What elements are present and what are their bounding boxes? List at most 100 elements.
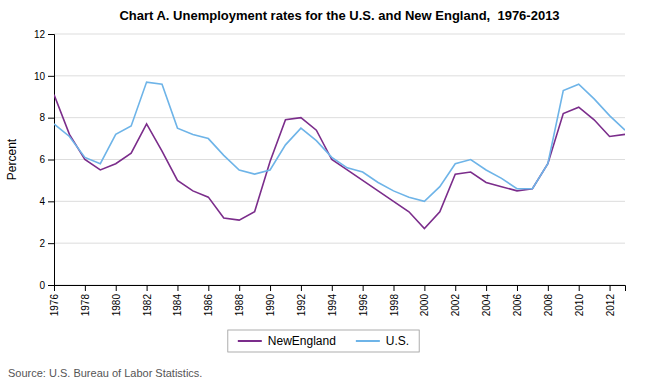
tick: 0: [39, 280, 54, 291]
source-note: Source: U.S. Bureau of Labor Statistics.: [8, 367, 202, 379]
tick-label: 4: [39, 196, 45, 207]
tick-mark: [239, 285, 240, 291]
tick-mark: [48, 34, 54, 35]
tick-mark: [48, 243, 54, 244]
tick-label: 2002: [450, 294, 461, 317]
tick-label: 2008: [543, 294, 554, 317]
grid-line: [54, 34, 625, 35]
tick-label: 1982: [142, 294, 153, 317]
legend-item: NewEngland: [238, 334, 336, 348]
legend-swatch: [356, 340, 380, 342]
grid-line: [54, 159, 625, 160]
tick: 10: [34, 71, 54, 82]
tick-mark: [48, 285, 54, 286]
tick: 2004: [481, 285, 492, 316]
tick: 1976: [49, 285, 60, 316]
tick: 1982: [142, 285, 153, 316]
tick-label: 0: [39, 280, 45, 291]
chart: 0 2 4 6 8 10 12 1976 1978 1980 1982 1984 1986 1988 199…: [0, 0, 647, 385]
tick-mark: [48, 118, 54, 119]
tick-label: 10: [34, 71, 46, 82]
tick-mark: [363, 285, 364, 291]
tick-label: 1992: [296, 294, 307, 317]
tick-mark: [116, 285, 117, 291]
tick: 2000: [419, 285, 430, 316]
tick-label: 1986: [203, 294, 214, 317]
tick: 1996: [358, 285, 369, 316]
tick-label: 1984: [172, 294, 183, 317]
tick: 12: [34, 29, 54, 40]
tick-mark: [85, 285, 86, 291]
tick: 2006: [512, 285, 523, 316]
tick: 1978: [80, 285, 91, 316]
tick-mark: [579, 285, 580, 291]
tick-mark: [424, 285, 425, 291]
tick: 4: [39, 196, 54, 207]
grid-line: [54, 243, 625, 244]
x-axis: 1976 1978 1980 1982 1984 1986 1988 1990 1992 1994…: [49, 285, 626, 316]
legend: NewEngland U.S.: [228, 330, 419, 352]
tick-mark: [517, 285, 518, 291]
grid: [54, 34, 625, 285]
legend-item: U.S.: [356, 334, 409, 348]
tick: 2: [39, 238, 54, 249]
tick-label: 8: [39, 112, 45, 123]
tick-mark: [486, 285, 487, 291]
tick-mark: [455, 285, 456, 291]
tick: 1986: [203, 285, 214, 316]
tick-label: 12: [34, 29, 46, 40]
legend-label: NewEngland: [268, 334, 336, 348]
tick: 1988: [234, 285, 245, 316]
tick: 1992: [296, 285, 307, 316]
tick-mark: [394, 285, 395, 291]
tick: 6: [39, 154, 54, 165]
tick-mark: [48, 201, 54, 202]
tick: 2008: [543, 285, 554, 316]
tick-label: 1980: [111, 294, 122, 317]
tick-label: 1976: [49, 294, 60, 317]
tick-mark: [610, 285, 611, 291]
tick-label: 1990: [265, 294, 276, 317]
tick: 2012: [605, 285, 616, 316]
tick-mark: [54, 285, 55, 291]
tick-mark: [48, 76, 54, 77]
tick-label: 2004: [481, 294, 492, 317]
tick: 1984: [172, 285, 183, 316]
tick-label: 1998: [389, 294, 400, 317]
tick-label: 2010: [574, 294, 585, 317]
legend-frame: [228, 330, 419, 352]
tick: 2002: [450, 285, 461, 316]
grid-line: [54, 117, 625, 118]
tick-mark: [548, 285, 549, 291]
grid-line: [54, 75, 625, 76]
tick-mark: [301, 285, 302, 291]
tick-mark: [177, 285, 178, 291]
tick: 8: [39, 112, 54, 123]
tick-label: 2006: [512, 294, 523, 317]
line: [54, 95, 625, 229]
legend-swatch: [238, 340, 262, 342]
tick: 1990: [265, 285, 276, 316]
tick-label: 1978: [80, 294, 91, 317]
axis-line: [55, 286, 626, 292]
tick: 1998: [389, 285, 400, 316]
legend-label: U.S.: [386, 334, 409, 348]
y-axis-title: Percent: [5, 138, 19, 180]
tick-label: 2: [39, 238, 45, 249]
tick-label: 1994: [327, 294, 338, 317]
tick-label: 2012: [605, 294, 616, 317]
tick-mark: [332, 285, 333, 291]
tick-label: 1988: [234, 294, 245, 317]
grid-line: [54, 201, 625, 202]
title: Chart A. Unemployment rates for the U.S.…: [119, 8, 559, 23]
tick-label: 1996: [358, 294, 369, 317]
tick-mark: [270, 285, 271, 291]
line: [54, 82, 625, 201]
tick: 2010: [574, 285, 585, 316]
tick-mark: [208, 285, 209, 291]
plot-area: [54, 82, 625, 228]
tick: 1994: [327, 285, 338, 316]
axis-line: [48, 35, 55, 286]
tick-label: 2000: [419, 294, 430, 317]
tick-mark: [48, 160, 54, 161]
